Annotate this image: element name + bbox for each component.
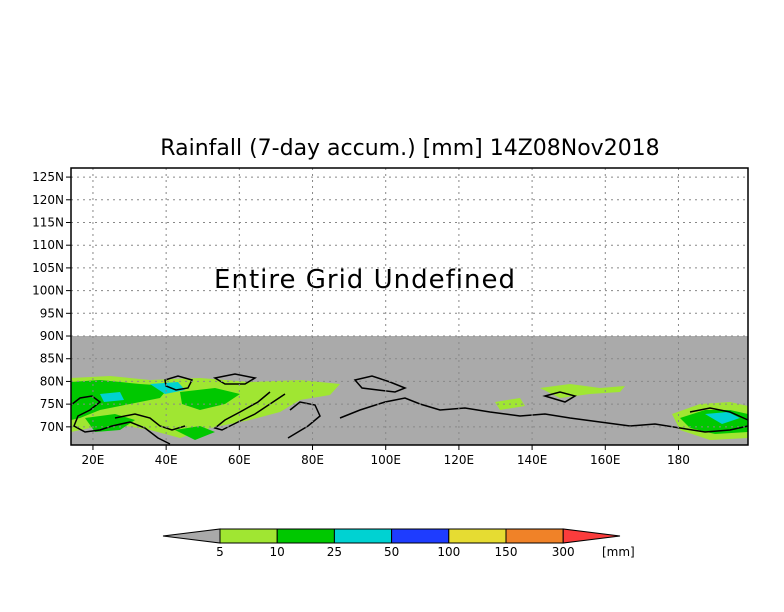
- colorbar-bin: [219, 528, 278, 544]
- coastline-franz-josef: [212, 373, 258, 385]
- map-title: Rainfall (7-day accum.) [mm] 14Z08Nov201…: [160, 136, 659, 161]
- lat-tick-label: 85N: [40, 352, 64, 366]
- coastline-severnaya: [353, 375, 408, 393]
- colorbar-label: 5: [216, 545, 224, 559]
- lon-tick-label: 120E: [444, 453, 475, 467]
- longitude-ticks: 20E 40E 60E 80E 100E 120E 140E 160E 180: [82, 445, 690, 467]
- lon-tick-label: 80E: [301, 453, 324, 467]
- lon-tick-label: 160E: [590, 453, 621, 467]
- colorbar-bin: [391, 528, 450, 544]
- lat-tick-label: 115N: [32, 215, 64, 229]
- lat-tick-label: 75N: [40, 397, 64, 411]
- lat-tick-label: 110N: [32, 238, 64, 252]
- coastline-new-siberian: [542, 391, 577, 403]
- rain-patch-light-green-2: [255, 384, 320, 406]
- rain-patch-green-2: [180, 388, 240, 410]
- lon-tick-label: 100E: [370, 453, 401, 467]
- gridlines: [71, 168, 748, 445]
- lat-tick-label: 95N: [40, 306, 64, 320]
- map-frame: [70, 167, 749, 446]
- rain-patch-cyan-2: [100, 392, 124, 402]
- lon-tick-label: 180: [667, 453, 690, 467]
- undefined-grid-message: Entire Grid Undefined: [214, 265, 516, 295]
- lat-tick-label: 105N: [32, 261, 64, 275]
- lat-tick-label: 100N: [32, 284, 64, 298]
- colorbar-label: 25: [327, 545, 342, 559]
- lat-tick-label: 125N: [32, 170, 64, 184]
- rain-patch-south-green: [175, 426, 215, 440]
- colorbar-label: 150: [495, 545, 518, 559]
- colorbar-above-triangle: [562, 528, 621, 544]
- lon-tick-label: 60E: [228, 453, 251, 467]
- lat-tick-label: 90N: [40, 329, 64, 343]
- rain-patch-green-3: [85, 414, 135, 432]
- colorbar-unit-label: [mm]: [602, 545, 635, 559]
- latitude-ticks: 70N 75N 80N 85N 90N 95N 100N 105N 110N 115N 120N 12…: [32, 170, 71, 434]
- colorbar-label: 300: [552, 545, 575, 559]
- coastline-kola: [114, 413, 186, 431]
- colorbar-bin: [448, 528, 507, 544]
- colorbar-label: 50: [384, 545, 399, 559]
- lat-tick-label: 120N: [32, 193, 64, 207]
- colorbar: 5 10 25 50 100 150 300: [162, 528, 621, 559]
- lon-tick-label: 140E: [517, 453, 548, 467]
- lat-tick-label: 80N: [40, 374, 64, 388]
- lon-tick-label: 20E: [82, 453, 105, 467]
- lat-tick-label: 70N: [40, 420, 64, 434]
- colorbar-below-triangle: [162, 528, 221, 544]
- lon-tick-label: 40E: [155, 453, 178, 467]
- colorbar-bin: [333, 528, 393, 544]
- colorbar-label: 10: [270, 545, 285, 559]
- rain-patch-cyan: [150, 382, 185, 394]
- coastline-chukotka: [689, 407, 749, 421]
- coastline-novaya-zemlya: [213, 391, 286, 431]
- rain-patch-light-green-3: [540, 384, 625, 398]
- rain-patch-east-cyan: [705, 412, 740, 424]
- colorbar-label: 100: [437, 545, 460, 559]
- colorbar-bin: [505, 528, 564, 544]
- colorbar-bin: [276, 528, 335, 544]
- coastline-yamal: [287, 401, 321, 439]
- map-area: [70, 168, 749, 445]
